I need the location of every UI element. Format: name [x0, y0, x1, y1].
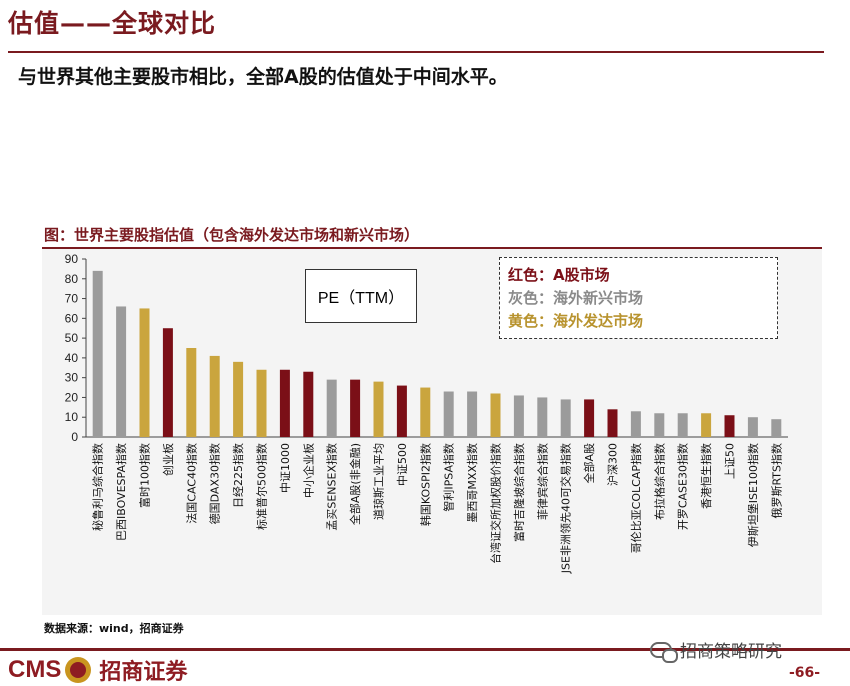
y-tick-label: 40 — [65, 351, 79, 365]
legend-item-emerging: 灰色：海外新兴市场 — [508, 289, 644, 307]
x-tick-label: 伊斯坦堡ISE100指数 — [746, 443, 760, 547]
bar — [303, 371, 314, 437]
bar — [186, 348, 197, 437]
y-tick-label: 10 — [65, 410, 79, 424]
y-tick-label: 30 — [65, 371, 79, 385]
page-title: 估值——全球对比 — [8, 9, 217, 38]
x-tick-label: 中证500 — [396, 443, 409, 486]
legend-item-a-share: 红色：A股市场 — [508, 266, 610, 284]
figure-title: 图：世界主要股指估值（包含海外发达市场和新兴市场） — [44, 226, 420, 244]
chart-legend: 红色：A股市场 灰色：海外新兴市场 黄色：海外发达市场 — [499, 257, 778, 339]
x-tick-label: 韩国KOSPI2指数 — [418, 443, 432, 526]
x-tick-label: 中证1000 — [279, 443, 292, 493]
x-tick-label: 俄罗斯RTS指数 — [769, 443, 783, 519]
x-tick-label: 全部A股(非金融) — [348, 443, 362, 525]
y-tick-label: 20 — [65, 390, 79, 404]
x-tick-label: 中小企业板 — [301, 443, 315, 498]
y-tick-label: 70 — [65, 292, 79, 306]
wechat-name: 招商策略研究 — [680, 642, 782, 662]
x-tick-label: 道琼斯工业平均 — [372, 443, 386, 520]
x-tick-label: 法国CAC40指数 — [184, 443, 198, 524]
x-tick-label: 智利IPSA指数 — [442, 443, 456, 512]
x-tick-label: 上证50 — [724, 443, 737, 479]
x-tick-label: 标准普尔500指数 — [255, 443, 269, 530]
bar — [326, 379, 337, 437]
bar — [350, 379, 361, 437]
bar — [701, 413, 712, 437]
bar — [771, 419, 782, 437]
bar — [396, 385, 407, 437]
bar — [373, 381, 384, 437]
bar — [256, 369, 267, 437]
x-tick-label: 富时吉隆坡综合指数 — [512, 443, 526, 542]
bar — [162, 328, 173, 437]
x-tick-label: 德国DAX30指数 — [208, 443, 222, 524]
bar — [490, 393, 501, 437]
x-tick-label: 孟买SENSEX指数 — [325, 443, 339, 531]
y-tick-label: 60 — [65, 311, 79, 325]
x-tick-label: 香港恒生指数 — [699, 443, 713, 509]
wechat-account: 招商策略研究 — [650, 637, 782, 663]
chart-title: PE（TTM） — [317, 290, 405, 307]
bar — [209, 355, 220, 437]
bar — [420, 387, 431, 437]
chart-title-box: PE（TTM） — [305, 269, 417, 323]
company-logo: CMS 招商证券 — [8, 654, 187, 686]
logo-emblem-icon — [65, 657, 92, 683]
footer-divider — [0, 648, 850, 651]
page-subtitle: 与世界其他主要股市相比，全部A股的估值处于中间水平。 — [18, 66, 508, 88]
x-tick-label: 墨西哥MXX指数 — [465, 443, 479, 523]
y-tick-label: 80 — [65, 272, 79, 286]
bar — [467, 391, 478, 437]
x-tick-label: 沪深300 — [606, 443, 620, 486]
x-tick-label: 秘鲁利马综合指数 — [91, 443, 105, 531]
x-tick-label: 富时100指数 — [138, 443, 152, 508]
bar — [233, 361, 244, 437]
bar — [537, 397, 548, 437]
x-tick-label: 台湾证交所加权股价指数 — [489, 443, 503, 564]
x-tick-label: 巴西IBOVESPA指数 — [114, 443, 128, 541]
logo-text: CMS — [8, 656, 62, 683]
bar — [116, 306, 127, 437]
page-number: -66- — [789, 665, 821, 681]
y-tick-label: 50 — [65, 331, 79, 345]
bar — [560, 399, 571, 437]
bar — [747, 417, 758, 437]
bar — [677, 413, 688, 437]
bar — [279, 369, 290, 437]
bar — [724, 415, 735, 437]
y-tick-label: 90 — [65, 252, 79, 266]
bar — [607, 409, 618, 437]
bar — [513, 395, 524, 437]
logo-chinese-name: 招商证券 — [99, 659, 188, 684]
bar — [654, 413, 665, 437]
x-tick-label: 全部A股 — [582, 443, 596, 484]
bar — [139, 308, 150, 437]
bar — [630, 411, 641, 437]
x-tick-label: 开罗CASE30指数 — [676, 443, 690, 530]
bar — [584, 399, 595, 437]
figure-divider — [42, 247, 822, 249]
x-tick-label: 哥伦比亚COLCAP指数 — [629, 443, 643, 553]
data-source: 数据来源：wind，招商证券 — [44, 622, 184, 635]
x-tick-label: 布拉格综合指数 — [652, 443, 666, 520]
legend-item-developed: 黄色：海外发达市场 — [508, 312, 644, 330]
wechat-icon — [650, 641, 678, 663]
bar — [443, 391, 454, 437]
x-tick-label: 菲律宾综合指数 — [535, 443, 549, 520]
x-tick-label: 创业板 — [161, 443, 175, 476]
y-tick-label: 0 — [71, 430, 78, 444]
bar — [92, 270, 103, 437]
pe-bar-chart: 0102030405060708090秘鲁利马综合指数 巴西IBOVESPA指数富… — [65, 252, 788, 574]
x-tick-label: JSE非洲领先40可交易指数 — [559, 443, 573, 574]
title-divider — [8, 51, 824, 53]
x-tick-label: 日经225指数 — [231, 443, 245, 508]
